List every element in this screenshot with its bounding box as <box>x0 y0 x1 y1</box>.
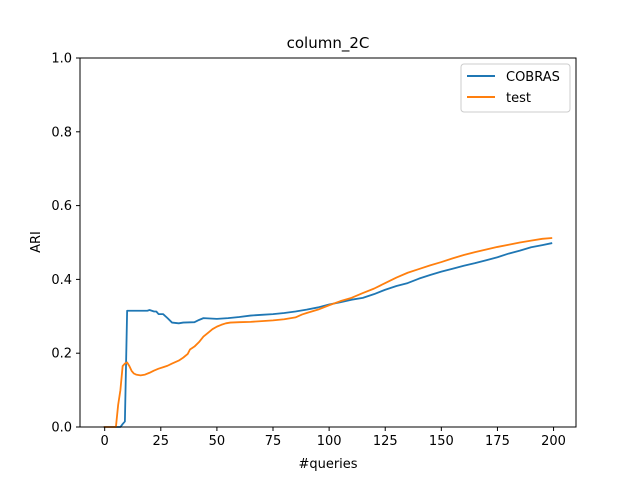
chart-title: column_2C <box>287 34 370 53</box>
series-line-test <box>103 237 553 428</box>
x-tick-label: 125 <box>373 434 398 449</box>
y-tick-label: 1.0 <box>51 52 72 67</box>
plot-area <box>80 58 576 427</box>
y-tick-label: 0.8 <box>51 125 72 140</box>
x-tick-label: 150 <box>429 434 454 449</box>
x-axis-ticks: 0 25 50 75 100 125 150 175 200 <box>101 427 566 449</box>
legend-label-cobras: COBRAS <box>506 70 560 85</box>
plot-frame <box>79 57 577 428</box>
x-axis-label: #queries <box>298 457 357 472</box>
x-tick-label: 200 <box>541 434 566 449</box>
series-layer <box>103 237 553 428</box>
x-tick-label: 0 <box>101 434 109 449</box>
y-axis-ticks: 0.0 0.2 0.4 0.6 0.8 1.0 <box>51 52 80 436</box>
y-tick-label: 0.4 <box>51 273 72 288</box>
y-tick-label: 0.0 <box>51 421 72 436</box>
legend-label-test: test <box>506 91 531 106</box>
legend: COBRAS test <box>460 63 571 113</box>
x-tick-label: 50 <box>209 434 226 449</box>
y-tick-label: 0.6 <box>51 199 72 214</box>
x-tick-label: 175 <box>485 434 510 449</box>
y-tick-label: 0.2 <box>51 347 72 362</box>
x-tick-label: 100 <box>317 434 342 449</box>
x-tick-label: 75 <box>265 434 282 449</box>
x-tick-label: 25 <box>153 434 170 449</box>
y-axis-label: ARI <box>29 231 44 253</box>
series-line-cobras <box>103 242 553 428</box>
